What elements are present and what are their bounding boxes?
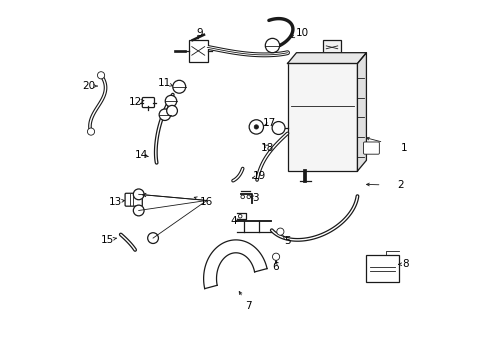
Circle shape <box>166 105 177 116</box>
Text: 15: 15 <box>101 235 114 245</box>
Text: 1: 1 <box>400 143 407 153</box>
Text: 18: 18 <box>261 143 274 153</box>
Text: 19: 19 <box>252 171 265 181</box>
Circle shape <box>172 80 185 93</box>
Text: 17: 17 <box>263 118 276 128</box>
FancyBboxPatch shape <box>323 40 340 54</box>
Text: 7: 7 <box>244 301 251 311</box>
Circle shape <box>241 195 244 199</box>
Polygon shape <box>203 240 266 289</box>
Circle shape <box>165 95 176 107</box>
Circle shape <box>276 228 284 235</box>
Circle shape <box>147 233 158 243</box>
Text: 10: 10 <box>295 28 308 38</box>
FancyBboxPatch shape <box>363 142 379 154</box>
Text: 6: 6 <box>271 262 278 272</box>
Text: 5: 5 <box>284 236 290 246</box>
FancyBboxPatch shape <box>366 255 398 282</box>
Circle shape <box>133 205 144 216</box>
Circle shape <box>246 195 250 199</box>
Circle shape <box>271 122 285 134</box>
Circle shape <box>249 120 263 134</box>
Text: 11: 11 <box>158 78 171 88</box>
Text: 3: 3 <box>251 193 258 203</box>
Circle shape <box>159 109 170 121</box>
Circle shape <box>265 39 279 53</box>
Text: 2: 2 <box>396 180 403 190</box>
Circle shape <box>87 128 94 135</box>
Text: 13: 13 <box>108 197 122 207</box>
FancyBboxPatch shape <box>287 63 357 171</box>
FancyBboxPatch shape <box>142 98 154 108</box>
Text: 14: 14 <box>135 150 148 160</box>
Text: 8: 8 <box>402 259 408 269</box>
Text: 12: 12 <box>128 97 142 107</box>
Circle shape <box>97 72 104 79</box>
Polygon shape <box>357 53 366 171</box>
Circle shape <box>254 125 258 129</box>
FancyBboxPatch shape <box>125 193 142 206</box>
Text: 20: 20 <box>82 81 95 91</box>
Circle shape <box>133 189 144 200</box>
Text: 16: 16 <box>200 197 213 207</box>
Text: 9: 9 <box>196 28 203 38</box>
FancyBboxPatch shape <box>188 40 207 62</box>
Polygon shape <box>287 53 366 63</box>
Circle shape <box>238 215 242 218</box>
Text: 4: 4 <box>230 216 237 226</box>
Circle shape <box>272 253 279 260</box>
